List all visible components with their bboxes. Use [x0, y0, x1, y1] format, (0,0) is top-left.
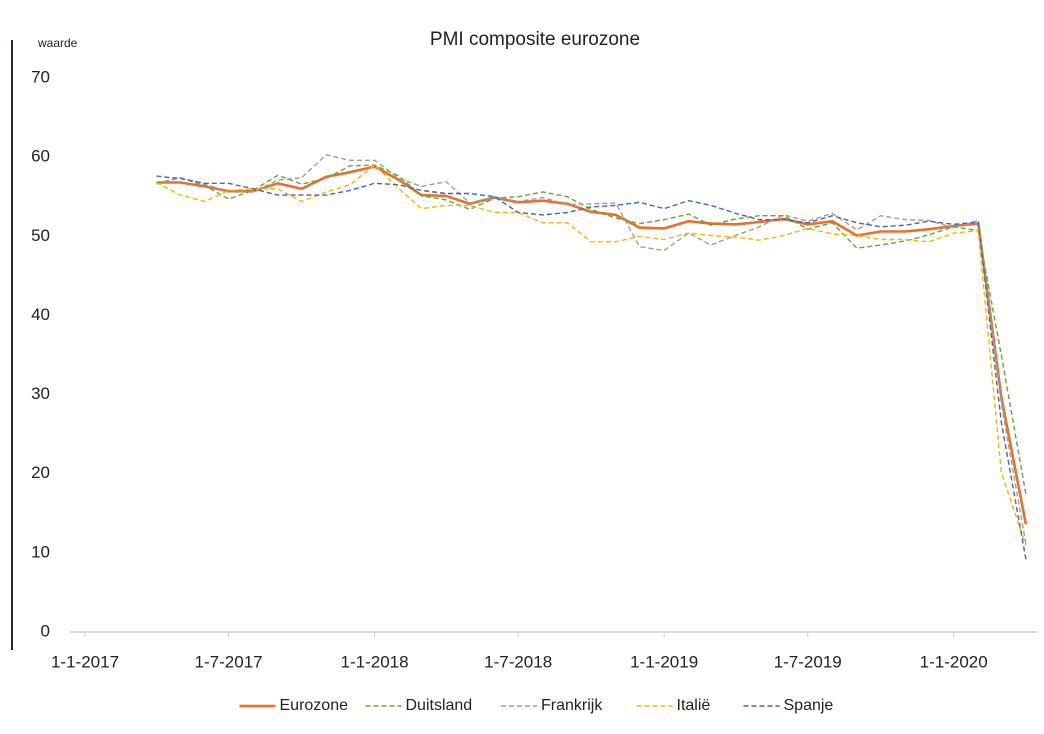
legend-label: Duitsland [406, 697, 473, 714]
y-tick-label: 0 [41, 621, 50, 640]
legend-label: Italië [677, 697, 711, 714]
series-line [156, 165, 1028, 525]
x-tick-label: 1-7-2017 [195, 652, 263, 671]
x-tick-label: 1-7-2018 [484, 652, 552, 671]
x-tick-label: 1-7-2019 [774, 652, 842, 671]
legend-label: Eurozone [280, 697, 349, 714]
x-tick-label: 1-1-2018 [341, 652, 409, 671]
y-tick-label: 60 [31, 147, 50, 166]
y-tick-label: 10 [31, 542, 50, 561]
x-tick-label: 1-1-2020 [920, 652, 988, 671]
series-line [156, 164, 1027, 546]
y-tick-label: 70 [31, 67, 50, 86]
x-tick-label: 1-1-2017 [51, 652, 119, 671]
x-tick-label: 1-1-2019 [630, 652, 698, 671]
legend-label: Spanje [784, 697, 834, 714]
chart-title: PMI composite eurozone [430, 29, 640, 50]
series-line [156, 175, 1027, 560]
y-tick-label: 20 [31, 463, 50, 482]
series-line [156, 164, 1027, 495]
series-line [156, 154, 1027, 545]
legend-label: Frankrijk [541, 697, 603, 714]
y-tick-label: 50 [31, 226, 50, 245]
y-tick-label: 40 [31, 305, 50, 324]
y-axis-label: waarde [37, 36, 78, 50]
y-tick-label: 30 [31, 384, 50, 403]
